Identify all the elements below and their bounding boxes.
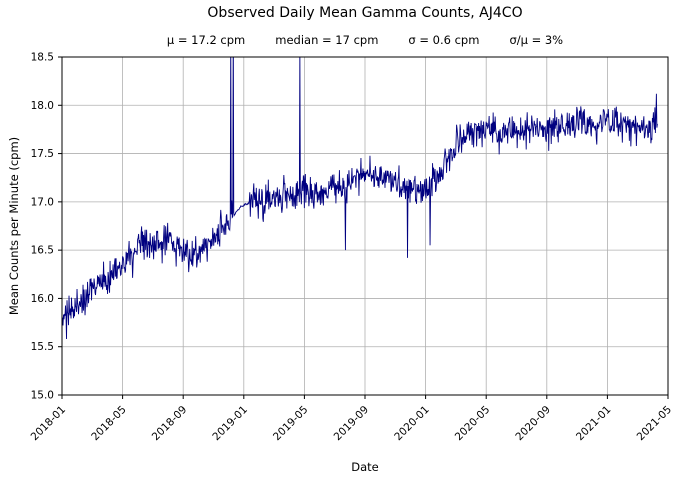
x-tick-label: 2018-09	[150, 404, 190, 444]
y-tick-label: 18.5	[31, 52, 54, 64]
stat-mu: μ = 17.2 cpm	[166, 33, 246, 47]
y-axis-label: Mean Counts per Minute (cpm)	[7, 136, 21, 316]
x-tick-label: 2019-09	[332, 404, 372, 444]
x-tick-label: 2018-01	[29, 404, 69, 444]
chart-subtitle-stats: μ = 17.2 cpm median = 17 cpm σ = 0.6 cpm…	[62, 33, 668, 47]
y-tick-label: 15.0	[31, 390, 54, 402]
x-tick-label: 2020-09	[513, 404, 553, 444]
y-tick-label: 16.0	[31, 293, 54, 305]
x-axis-label: Date	[351, 460, 379, 474]
y-tick-label: 16.5	[31, 245, 54, 257]
stat-sigma-over-mu: σ/μ = 3%	[509, 33, 564, 47]
axis-ticks	[58, 56, 669, 399]
x-tick-label: 2021-05	[635, 404, 675, 444]
x-tick-label: 2019-01	[210, 404, 250, 444]
x-tick-label: 2020-01	[392, 404, 432, 444]
stat-median: median = 17 cpm	[275, 33, 379, 47]
y-tick-label: 15.5	[31, 341, 54, 353]
data-line	[62, 57, 658, 339]
x-tick-label: 2019-05	[271, 404, 311, 444]
x-tick-label: 2020-05	[453, 404, 493, 444]
chart-title: Observed Daily Mean Gamma Counts, AJ4CO	[207, 5, 523, 21]
x-tick-label: 2018-05	[89, 404, 129, 444]
x-tick-label: 2021-01	[574, 404, 614, 444]
y-tick-label: 17.0	[31, 196, 54, 208]
y-tick-label: 18.0	[31, 100, 54, 112]
y-tick-label: 17.5	[31, 148, 54, 160]
stat-sigma: σ = 0.6 cpm	[408, 33, 480, 47]
grid-lines	[61, 56, 669, 396]
